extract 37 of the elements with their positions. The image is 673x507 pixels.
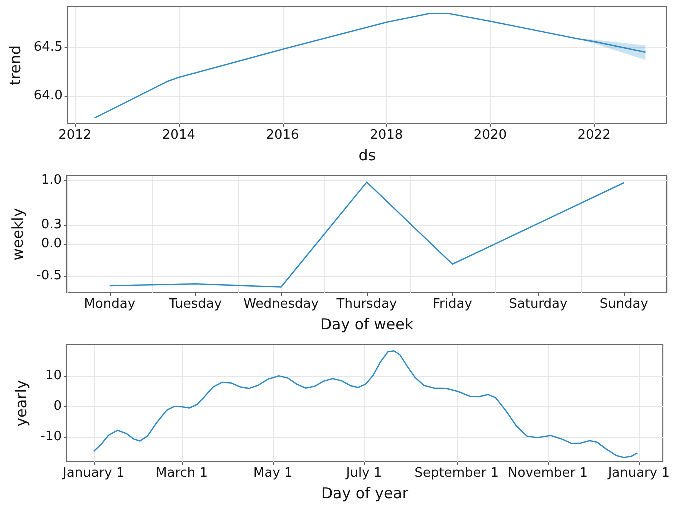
y-tick-label: -0.5 [36, 268, 62, 284]
x-tick-label: 2012 [58, 128, 92, 143]
x-tick-label: March 1 [156, 466, 208, 481]
x-axis-title: ds [358, 146, 376, 164]
y-axis-title: trend [6, 46, 24, 86]
y-tick-label: -10 [40, 429, 62, 444]
x-tick-label: 2022 [578, 128, 611, 143]
x-tick-label: Friday [433, 297, 473, 312]
x-tick-label: 2020 [474, 128, 508, 143]
x-tick-label: Thursday [336, 297, 398, 312]
y-tick-label: 1.0 [41, 172, 62, 188]
y-tick-label: 0.3 [41, 217, 62, 232]
y-tick-label: 10 [45, 368, 62, 384]
y-tick-label: 0.0 [41, 236, 62, 252]
x-tick-label: September 1 [414, 466, 500, 481]
line-series [93, 350, 638, 458]
x-axis-title: Day of year [321, 484, 410, 502]
y-axis-title: weekly [9, 208, 28, 261]
x-tick-label: 2016 [266, 128, 300, 143]
x-tick-label: November 1 [508, 466, 588, 481]
y-tick-label: 64.0 [34, 88, 63, 104]
x-tick-label: Tuesday [168, 297, 222, 312]
y-tick-label: 64.5 [34, 40, 63, 56]
x-tick-label: July 1 [345, 466, 382, 481]
x-tick-label: January 1 [62, 466, 125, 481]
x-tick-label: May 1 [254, 466, 293, 481]
x-tick-label: Saturday [509, 297, 568, 312]
x-tick-label: 2018 [370, 128, 404, 143]
x-tick-label: 2014 [162, 128, 196, 143]
line-series [109, 182, 625, 288]
x-tick-label: Monday [84, 297, 136, 312]
x-tick-label: Sunday [600, 297, 649, 312]
y-tick-label: 0 [54, 398, 62, 414]
x-axis-title: Day of week [320, 316, 414, 334]
x-tick-label: Wednesday [244, 297, 320, 312]
y-axis-title: yearly [12, 380, 30, 427]
x-tick-label: January 1 [607, 466, 670, 481]
